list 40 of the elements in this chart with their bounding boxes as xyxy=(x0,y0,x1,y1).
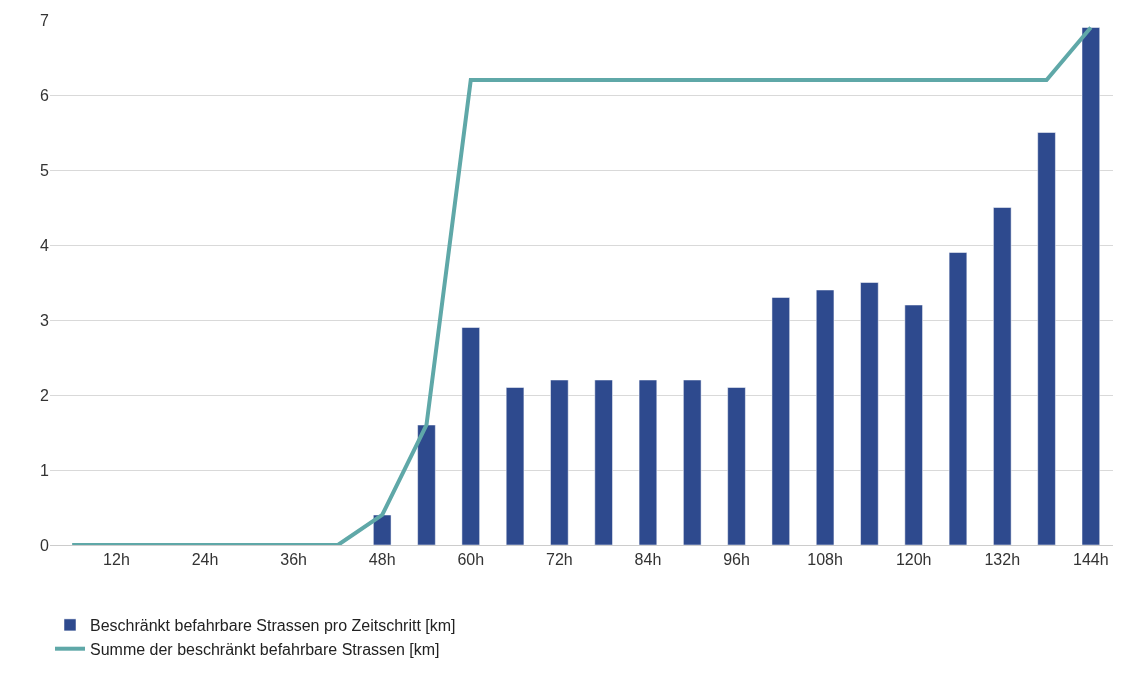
y-tick-label: 5 xyxy=(40,161,50,179)
bar xyxy=(373,514,392,545)
x-tick-label: 60h xyxy=(457,551,485,569)
x-tick-label: 72h xyxy=(546,551,573,569)
bar xyxy=(594,379,613,545)
x-tick-label: 96h xyxy=(723,551,750,569)
bar xyxy=(1081,27,1100,545)
bar xyxy=(816,289,835,545)
x-tick-label: 144h xyxy=(1073,551,1109,569)
line-series xyxy=(70,25,1093,545)
x-tick-label: 132h xyxy=(984,551,1021,569)
x-tick-label: 108h xyxy=(807,551,843,569)
y-tick-label: 4 xyxy=(40,236,50,254)
bar xyxy=(417,424,436,545)
y-tick-label: 0 xyxy=(40,536,50,554)
legend-label: Beschränkt befahrbare Strassen pro Zeitschritt [km] xyxy=(90,617,456,635)
x-tick-label: 36h xyxy=(280,551,307,569)
bar xyxy=(638,379,658,545)
x-tick-label: 84h xyxy=(634,551,662,569)
y-tick-label: 3 xyxy=(40,311,50,329)
y-tick-label: 6 xyxy=(40,86,50,104)
y-tick-label: 7 xyxy=(40,11,50,29)
x-tick-label: 120h xyxy=(895,551,932,569)
bar xyxy=(993,207,1012,545)
x-tick-label: 24h xyxy=(191,551,219,569)
bar xyxy=(771,297,790,545)
bar xyxy=(505,387,525,545)
x-tick-label: 48h xyxy=(368,551,396,569)
bar xyxy=(461,327,480,545)
bar xyxy=(727,387,746,545)
y-tick-label: 2 xyxy=(40,386,50,404)
bar xyxy=(1037,132,1056,545)
bar xyxy=(683,379,702,545)
x-tick-label: 12h xyxy=(103,551,130,569)
bar xyxy=(904,304,923,545)
y-tick-label: 1 xyxy=(40,461,50,479)
bar xyxy=(860,282,879,545)
bar xyxy=(550,379,569,545)
legend-label: Summe der beschränkt befahrbare Strassen [km] xyxy=(90,640,440,658)
bar xyxy=(948,252,968,545)
